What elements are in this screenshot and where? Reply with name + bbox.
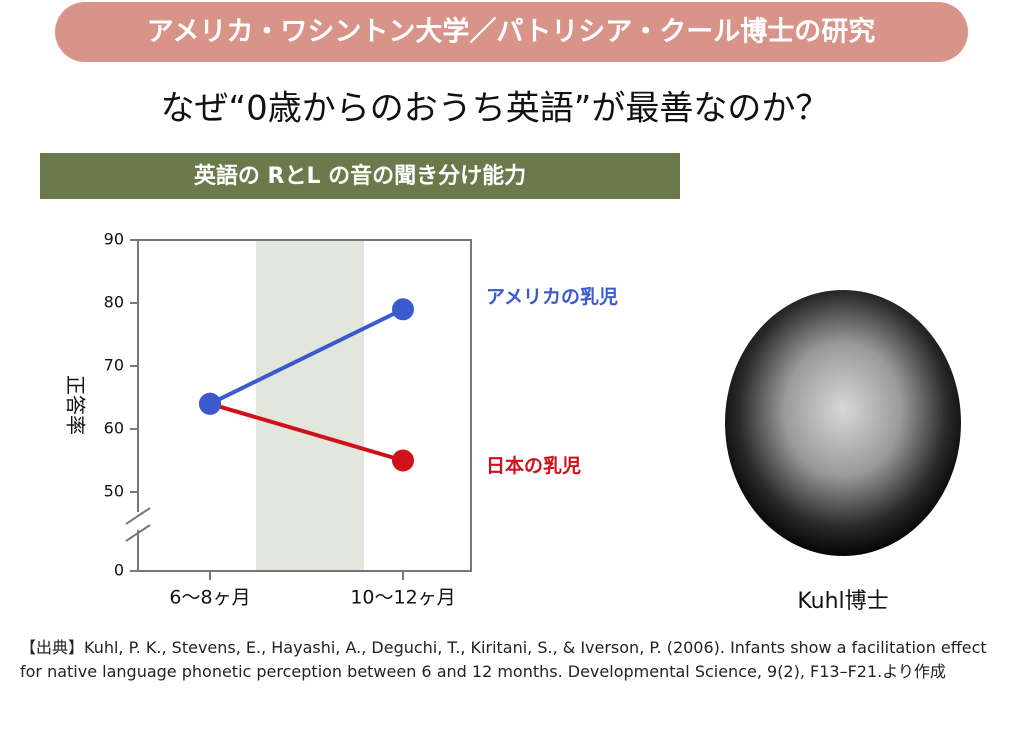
x-tick-label: 10〜12ヶ月 — [350, 587, 455, 609]
series-line — [209, 401, 404, 463]
axis-break — [125, 507, 151, 525]
header-banner — [55, 2, 968, 62]
chart-title: 英語の RとL の音の聞き分け能力 — [194, 163, 526, 189]
data-point — [392, 449, 414, 472]
y-tick-label: 80 — [104, 293, 124, 312]
series-line — [209, 307, 404, 406]
source-citation: 【出典】Kuhl, P. K., Stevens, E., Hayashi, A… — [20, 638, 987, 681]
y-tick-label: 0 — [114, 561, 124, 580]
x-tick-label: 6〜8ヶ月 — [169, 587, 250, 609]
data-point — [199, 392, 221, 415]
data-point — [392, 298, 414, 321]
photo-caption: Kuhl博士 — [797, 589, 888, 614]
series-label: アメリカの乳児 — [486, 285, 618, 308]
main-title: なぜ“0歳からのおうち英語”が最善なのか？ — [161, 89, 830, 129]
y-tick-label: 70 — [104, 356, 124, 375]
portrait-photo — [725, 290, 961, 556]
y-tick-label: 50 — [104, 482, 124, 501]
shaded-period — [256, 240, 364, 571]
y-tick-label: 90 — [104, 230, 124, 249]
chart-title-banner — [40, 153, 680, 199]
axis-break — [125, 524, 151, 542]
header-banner-text: アメリカ・ワシントン大学／パトリシア・クール博士の研究 — [147, 16, 875, 48]
y-tick-label: 60 — [104, 419, 124, 438]
series-label: 日本の乳児 — [486, 454, 581, 477]
y-axis-label: 正答率 — [64, 375, 88, 435]
plot-frame — [138, 239, 472, 572]
